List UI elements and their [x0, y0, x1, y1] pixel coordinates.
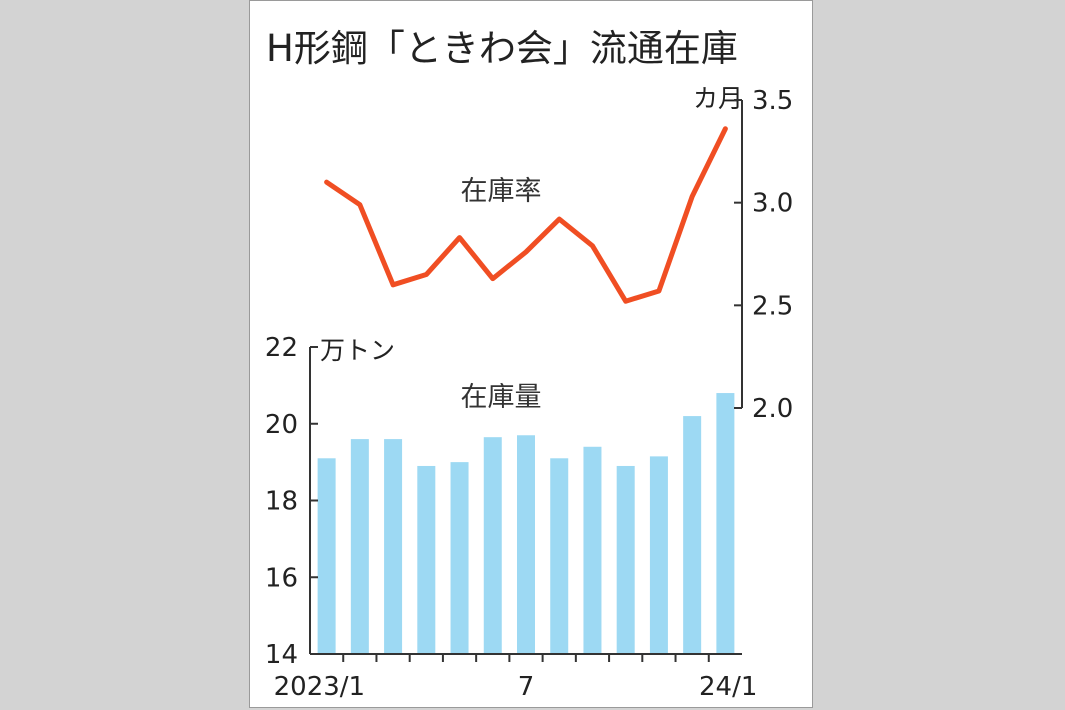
bar-series-label: 在庫量	[461, 382, 542, 413]
bar	[417, 465, 436, 654]
x-axis-tick-label: 24/1	[699, 672, 757, 702]
bar	[550, 458, 569, 654]
axes	[309, 99, 743, 662]
bar-series	[317, 393, 735, 654]
left-axis-tick-label: 18	[265, 487, 298, 517]
bar	[683, 416, 702, 654]
bar	[450, 462, 469, 654]
bar	[649, 456, 668, 654]
bar	[716, 393, 735, 654]
chart-card: H形鋼「ときわ会」流通在庫 在庫率 在庫量 万トン カ月 14 16 18 20 22 2…	[249, 0, 813, 708]
bar	[483, 437, 502, 654]
right-axis-tick-label: 2.0	[752, 394, 793, 424]
chart-title: H形鋼「ときわ会」流通在庫	[266, 27, 738, 70]
bar-unit-label: 万トン	[320, 336, 395, 365]
right-axis-tick-label: 2.5	[752, 291, 793, 321]
inventory-ratio-line	[324, 126, 728, 304]
bar	[384, 439, 403, 654]
bar	[583, 446, 602, 654]
line-series-label: 在庫率	[461, 176, 542, 207]
chart: H形鋼「ときわ会」流通在庫 在庫率 在庫量 万トン カ月 14 16 18 20 22 2…	[265, 27, 793, 702]
x-axis-tick-label: 7	[518, 672, 535, 702]
bar	[616, 465, 635, 654]
left-axis-tick-label: 20	[265, 410, 298, 440]
right-axis-tick-label: 3.5	[752, 86, 793, 116]
x-axis-tick-label: 2023/1	[274, 672, 365, 702]
bar	[350, 439, 369, 654]
left-axis-tick-label: 16	[265, 563, 298, 593]
tick-labels: 14 16 18 20 22 2.0 2.5 3.0 3.5 2023/1 7 24/1	[265, 86, 793, 702]
bar	[317, 458, 336, 654]
left-axis-tick-label: 14	[265, 640, 298, 670]
left-axis-tick-label: 22	[265, 333, 298, 363]
line-series	[324, 126, 728, 304]
line-unit-label: カ月	[693, 84, 743, 113]
bar	[517, 435, 535, 654]
right-axis-tick-label: 3.0	[752, 189, 793, 219]
